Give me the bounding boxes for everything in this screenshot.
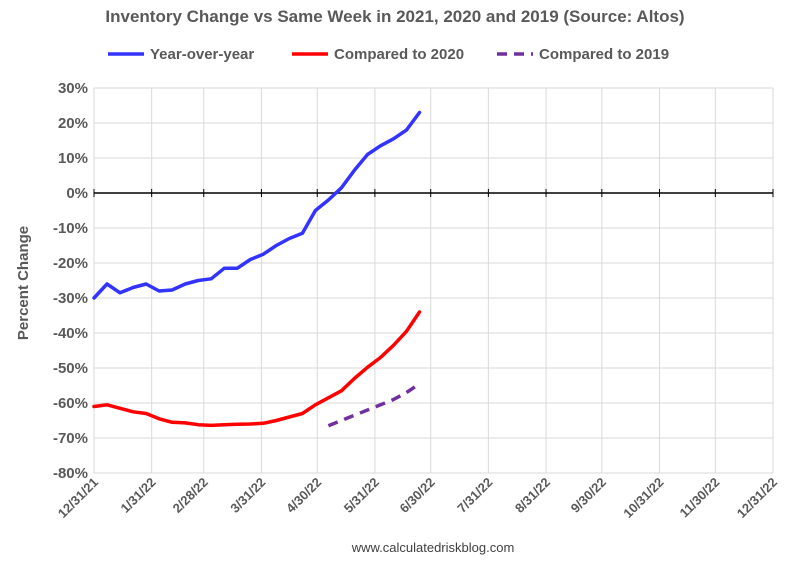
y-tick-label: -80% (53, 465, 88, 482)
y-tick-label: -10% (53, 220, 88, 237)
gridlines (94, 87, 774, 474)
y-tick-label: -20% (53, 255, 88, 272)
x-tick-label: 8/31/22 (512, 475, 553, 516)
x-tick-label: 4/30/22 (283, 475, 324, 516)
y-tick-label: -30% (53, 290, 88, 307)
legend: Year-over-year Compared to 2020 Compared t… (108, 46, 669, 63)
x-tick-label: 12/31/22 (734, 475, 780, 521)
legend-label: Compared to 2020 (334, 46, 464, 63)
x-tick-label: 7/31/22 (454, 475, 495, 516)
y-tick-label: -40% (53, 325, 88, 342)
y-tick-label: -60% (53, 395, 88, 412)
y-tick-label: 10% (58, 150, 88, 167)
y-tick-label: -50% (53, 360, 88, 377)
x-tick-label: 3/31/22 (227, 475, 268, 516)
y-tick-label: 20% (58, 115, 88, 132)
y-axis-label: Percent Change (15, 226, 32, 340)
x-tick-label: 1/31/22 (118, 475, 159, 516)
legend-label: Compared to 2019 (539, 46, 669, 63)
series-layer (92, 110, 422, 428)
x-tick-label: 2/28/22 (170, 475, 211, 516)
y-tick-label: 30% (58, 80, 88, 97)
y-axis-ticks: 30% 20% 10% 0% -10% -20% -30% -40% -50% -60% -70% -… (53, 80, 88, 482)
x-tick-label: 9/30/22 (568, 475, 609, 516)
series-line-year-over-year (92, 110, 422, 300)
x-tick-label: 5/31/22 (341, 475, 382, 516)
y-tick-label: -70% (53, 430, 88, 447)
y-tick-label: 0% (66, 185, 88, 202)
chart-title: Inventory Change vs Same Week in 2021, 2… (105, 7, 684, 26)
source-credit: www.calculatedriskblog.com (351, 540, 515, 555)
x-axis-ticks: 12/31/21 1/31/22 2/28/22 3/31/22 4/30/22 5/31… (55, 189, 780, 521)
series-line-compared-to-2020 (92, 310, 422, 428)
legend-label: Year-over-year (150, 46, 254, 63)
x-tick-label: 6/30/22 (397, 475, 438, 516)
x-tick-label: 11/30/22 (677, 475, 723, 521)
x-tick-label: 10/31/22 (620, 475, 666, 521)
